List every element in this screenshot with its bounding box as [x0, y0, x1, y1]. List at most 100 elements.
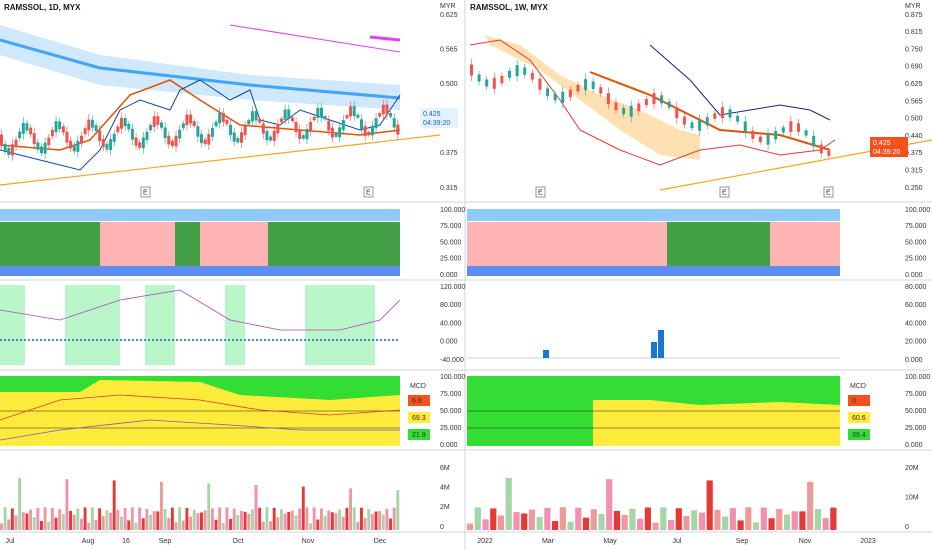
volume-bar	[791, 511, 798, 530]
volume-bar	[490, 508, 497, 530]
candle	[330, 127, 334, 138]
volume-bar	[396, 490, 400, 530]
candle	[196, 126, 200, 137]
volume-bar	[505, 478, 512, 530]
volume-bar	[752, 522, 760, 530]
candle	[145, 131, 149, 141]
volume-bar	[207, 483, 211, 530]
candle	[323, 116, 327, 120]
candle	[101, 139, 105, 148]
candle	[243, 125, 247, 136]
volume-bar	[218, 507, 222, 530]
candle	[210, 127, 214, 137]
volume-bar	[513, 512, 520, 530]
volume-bar	[667, 519, 675, 530]
volume-bar	[575, 507, 582, 530]
volume-bar	[123, 508, 127, 530]
axis-tick-label: 25.000	[905, 425, 927, 432]
candle	[94, 125, 98, 131]
last-price: 0.425	[873, 140, 891, 147]
axis-tick-label: 50.000	[440, 408, 462, 415]
axis-tick-label: 75.000	[440, 223, 462, 230]
candle	[116, 126, 120, 133]
volume-bar	[312, 507, 316, 530]
volume-bar	[582, 517, 590, 530]
candle	[290, 117, 294, 121]
candle	[675, 107, 679, 119]
candle	[606, 92, 610, 104]
volume-bar	[90, 507, 94, 530]
legend-box	[408, 429, 430, 440]
x-axis-label: 16	[122, 538, 130, 545]
axis-tick-label: 100.000	[905, 207, 930, 214]
countdown: 04:39:20	[873, 149, 900, 156]
volume-bar	[652, 522, 659, 530]
volume-bar	[729, 508, 736, 530]
candle	[374, 118, 378, 129]
volume-bar	[768, 518, 775, 530]
volume-bar	[196, 513, 200, 530]
axis-tick-label: 0.000	[905, 442, 923, 449]
candle	[130, 128, 134, 140]
axis-tick-label: 20M	[905, 465, 919, 472]
volume-bar	[170, 507, 174, 530]
axis-tick-label: 100.000	[440, 207, 465, 214]
volume-bar	[352, 507, 356, 530]
candle	[629, 105, 633, 117]
axis-tick-label: 0.625	[440, 12, 458, 19]
volume-bar	[250, 509, 254, 530]
earnings-marker: E	[722, 189, 727, 196]
axis-tick-label: -40.000	[440, 357, 464, 364]
candle	[751, 130, 755, 139]
volume-bar	[50, 507, 54, 530]
candle	[523, 67, 527, 75]
volume-bar	[65, 479, 69, 530]
axis-tick-label: 0.315	[905, 168, 923, 175]
candle	[174, 135, 178, 147]
volume-bar	[174, 522, 178, 530]
volume-bar	[637, 518, 644, 530]
x-axis-label: Sep	[736, 538, 749, 545]
volume-bar	[559, 507, 566, 530]
x-axis-label: Aug	[82, 538, 95, 545]
volume-bar	[160, 481, 163, 530]
candle	[720, 107, 724, 119]
x-axis-label: May	[603, 538, 617, 545]
earnings-marker: E	[538, 189, 543, 196]
candle	[272, 130, 276, 141]
legend-box	[848, 395, 870, 406]
volume-bar	[799, 511, 806, 530]
volume-bar	[221, 523, 225, 530]
candle	[138, 142, 142, 148]
axis-tick-label: 25.000	[440, 425, 462, 432]
volume-bar	[69, 510, 72, 530]
axis-tick-label: 0.375	[440, 150, 458, 157]
volume-bar	[232, 508, 236, 530]
volume-bar	[301, 486, 305, 530]
volume-bar	[130, 507, 134, 530]
candle	[178, 129, 182, 139]
candle	[163, 127, 167, 139]
axis-tick-label: 75.000	[440, 391, 462, 398]
candle	[515, 65, 519, 77]
axis-tick-label: 120.000	[440, 284, 465, 291]
candle	[345, 115, 349, 119]
volume-bar	[528, 509, 536, 530]
candle	[47, 137, 51, 146]
volume-bar	[544, 507, 551, 530]
x-axis-label: Sep	[159, 538, 172, 545]
axis-tick-label: 6M	[440, 465, 450, 472]
x-axis-label: Nov	[799, 538, 812, 545]
candle	[774, 130, 778, 140]
candle	[258, 118, 262, 123]
candle	[381, 104, 385, 115]
volume-bar	[349, 488, 352, 530]
candle	[334, 133, 338, 137]
price-tag	[420, 108, 458, 128]
volume-bar	[392, 507, 396, 530]
candle	[14, 139, 18, 147]
volume-bar	[280, 509, 283, 530]
axis-tick-label: 0.315	[440, 185, 458, 192]
candle	[105, 143, 109, 150]
volume-bar	[152, 511, 156, 530]
